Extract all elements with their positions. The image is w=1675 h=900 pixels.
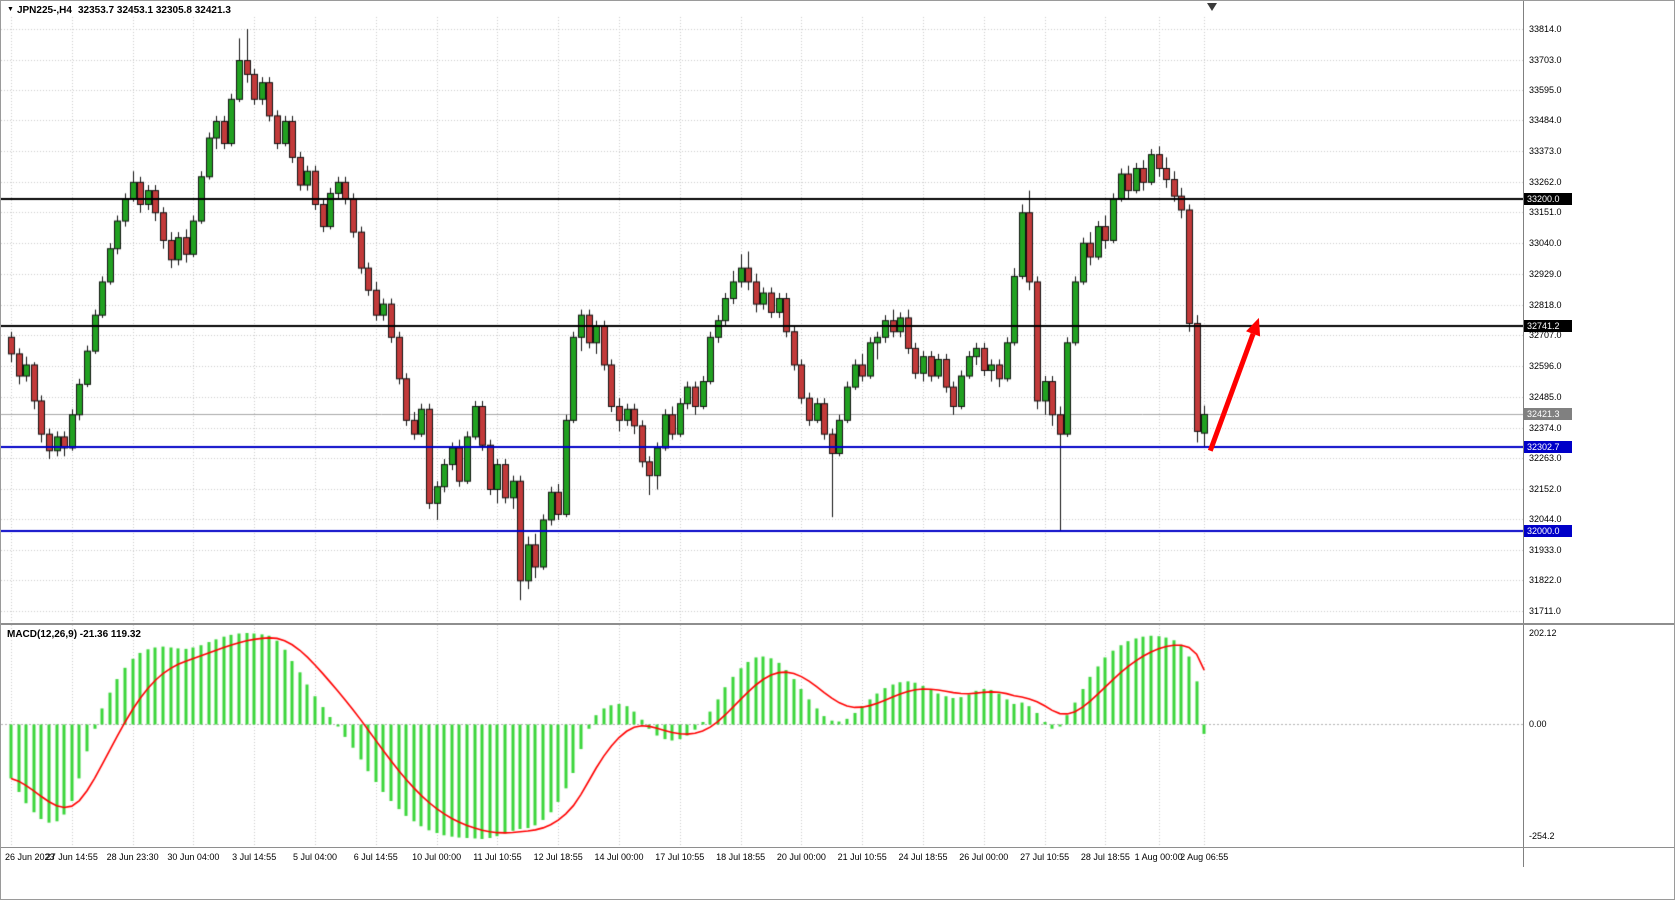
time-axis[interactable]: 26 Jun 2023 27 Jun 14:55 28 Jun 23:30 30 Ju… xyxy=(1,848,1523,868)
time-axis-label: 5 Jul 04:00 xyxy=(292,852,338,862)
price-line-badge: 32000.0 xyxy=(1524,525,1572,538)
macd-panel-separator[interactable] xyxy=(1,623,1674,625)
price-chart-canvas[interactable] xyxy=(1,1,1523,623)
price-tick-label: 33373.0 xyxy=(1529,146,1562,157)
time-axis-label: 3 Jul 14:55 xyxy=(232,852,277,862)
time-axis-label: 27 Jun 14:55 xyxy=(45,852,98,862)
price-tick-label: 33040.0 xyxy=(1529,238,1562,249)
time-axis-label: 26 Jun 2023 xyxy=(5,852,55,862)
current-price-badge: 32421.3 xyxy=(1524,408,1572,421)
time-axis-label: 12 Jul 18:55 xyxy=(533,852,583,862)
price-tick-label: 32044.0 xyxy=(1529,513,1562,524)
time-axis-label: 28 Jul 18:55 xyxy=(1080,852,1130,862)
time-axis-label: 20 Jul 00:00 xyxy=(776,852,826,862)
time-axis-label: 10 Jul 00:00 xyxy=(412,852,462,862)
price-tick-label: 32596.0 xyxy=(1529,361,1562,372)
time-axis-label: 18 Jul 18:55 xyxy=(716,852,766,862)
price-tick-label: 33703.0 xyxy=(1529,54,1562,65)
price-tick-label: 33262.0 xyxy=(1529,176,1562,187)
macd-axis-zero-label: 0.00 xyxy=(1529,718,1547,729)
price-tick-label: 33151.0 xyxy=(1529,207,1562,218)
price-tick-label: 32485.0 xyxy=(1529,391,1562,402)
price-tick-label: 32929.0 xyxy=(1529,268,1562,279)
price-line-badge: 33200.0 xyxy=(1524,192,1572,205)
price-tick-label: 32818.0 xyxy=(1529,299,1562,310)
price-tick-label: 33484.0 xyxy=(1529,115,1562,126)
price-tick-label: 33595.0 xyxy=(1529,84,1562,95)
price-tick-label: 32374.0 xyxy=(1529,422,1562,433)
one-click-trading-toggle-icon[interactable]: ▼ xyxy=(7,6,14,13)
price-axis[interactable]: 202.12 0.00 -254.2 33814.0 33703.0 33595.0… xyxy=(1524,1,1674,847)
time-axis-label: 11 Jul 10:55 xyxy=(473,852,522,862)
price-line-badge: 32302.7 xyxy=(1524,441,1572,454)
time-axis-label: 21 Jul 10:55 xyxy=(837,852,887,862)
chart-info-line: ▼ JPN225-,H4 32353.7 32453.1 32305.8 32421… xyxy=(7,5,231,16)
macd-canvas[interactable] xyxy=(1,625,1523,847)
time-axis-label: 6 Jul 14:55 xyxy=(353,852,398,862)
time-axis-label: 2 Aug 06:55 xyxy=(1180,852,1229,862)
time-axis-separator xyxy=(1,847,1674,848)
price-tick-label: 31822.0 xyxy=(1529,575,1562,586)
time-axis-label: 26 Jul 00:00 xyxy=(959,852,1009,862)
macd-indicator-label: MACD(12,26,9) -21.36 119.32 xyxy=(7,629,141,640)
price-tick-label: 32263.0 xyxy=(1529,453,1562,464)
price-line-badge: 32741.2 xyxy=(1524,319,1572,332)
chart-shift-marker[interactable] xyxy=(1207,3,1217,11)
ohlc-values-label: 32353.7 32453.1 32305.8 32421.3 xyxy=(77,5,231,16)
time-axis-label: 1 Aug 00:00 xyxy=(1134,852,1183,862)
time-axis-label: 27 Jul 10:55 xyxy=(1020,852,1070,862)
axis-separator-line xyxy=(1523,1,1524,867)
price-tick-label: 33814.0 xyxy=(1529,24,1562,34)
time-axis-label: 28 Jun 23:30 xyxy=(106,852,159,862)
symbol-timeframe-label: JPN225-,H4 xyxy=(16,5,72,16)
price-tick-label: 31933.0 xyxy=(1529,544,1562,555)
price-tick-label: 32152.0 xyxy=(1529,483,1562,494)
time-axis-label: 24 Jul 18:55 xyxy=(898,852,948,862)
price-tick-label: 31711.0 xyxy=(1529,606,1561,616)
macd-axis-min-label: -254.2 xyxy=(1529,831,1555,841)
time-axis-label: 30 Jun 04:00 xyxy=(167,852,220,862)
time-axis-label: 17 Jul 10:55 xyxy=(655,852,705,862)
time-axis-label: 14 Jul 00:00 xyxy=(594,852,644,862)
macd-axis-max-label: 202.12 xyxy=(1529,628,1557,638)
price-tick-label: 32707.0 xyxy=(1529,330,1562,341)
